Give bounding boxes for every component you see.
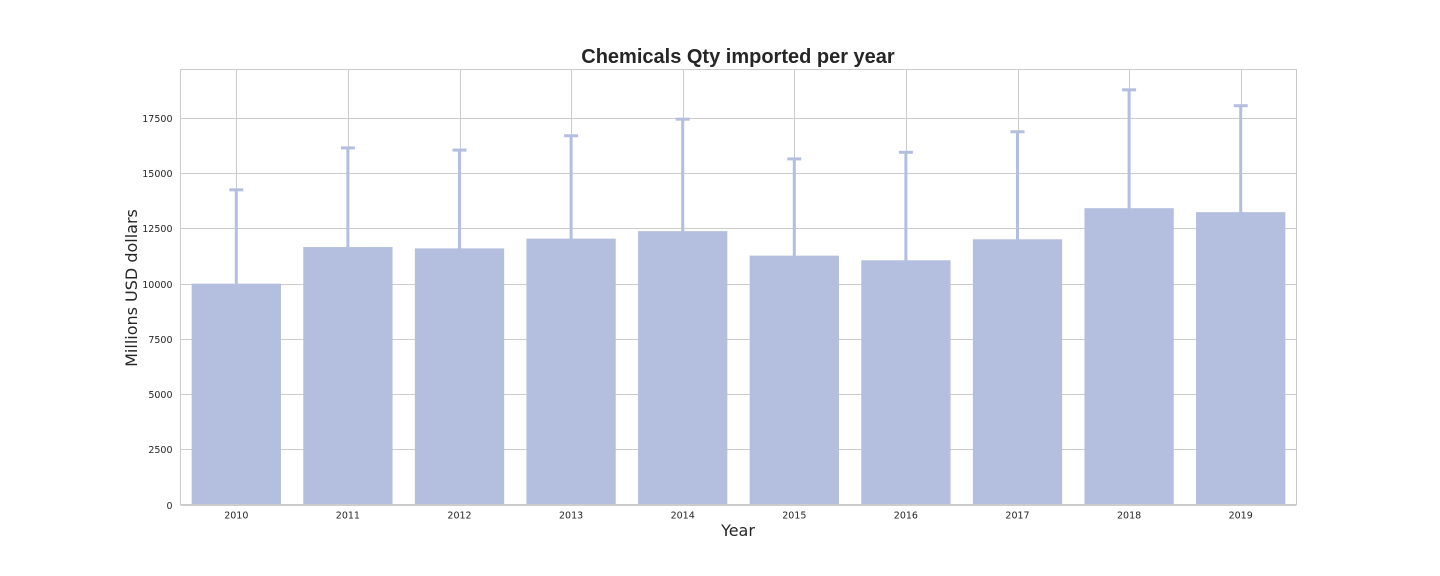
- bars: [191, 208, 1286, 505]
- y-tick-label: 17500: [142, 114, 172, 125]
- x-axis-label: Year: [720, 521, 755, 540]
- x-tick-label: 2010: [224, 511, 248, 522]
- x-tick-label: 2018: [1117, 511, 1141, 522]
- x-tick-label: 2019: [1229, 511, 1253, 522]
- y-tick-label: 2500: [148, 445, 172, 456]
- x-tick-label: 2017: [1005, 511, 1029, 522]
- y-tick-label: 10000: [142, 280, 172, 291]
- x-tick-label: 2011: [336, 511, 360, 522]
- y-tick-label: 5000: [148, 390, 172, 401]
- x-tick-label: 2014: [671, 511, 695, 522]
- y-tick-label: 0: [166, 501, 172, 512]
- x-tick-label: 2015: [782, 511, 806, 522]
- y-tick-labels: 0 2500 5000 7500 10000 12500 15000 17500: [142, 114, 172, 512]
- chart-title: Chemicals Qty imported per year: [581, 46, 895, 68]
- plot-frame: [180, 69, 1297, 505]
- x-tick-label: 2016: [894, 511, 918, 522]
- x-tick-labels: 2010 2011 2012 2013 2014 2015 2016 2017 2018 2019: [224, 511, 1253, 522]
- error-bars: [229, 88, 1248, 378]
- y-tick-label: 15000: [142, 169, 172, 180]
- y-tick-label: 7500: [148, 335, 172, 346]
- x-tick-label: 2012: [447, 511, 471, 522]
- x-tick-label: 2013: [559, 511, 583, 522]
- y-axis-label: Millions USD dollars: [122, 209, 141, 367]
- y-tick-label: 12500: [142, 224, 172, 235]
